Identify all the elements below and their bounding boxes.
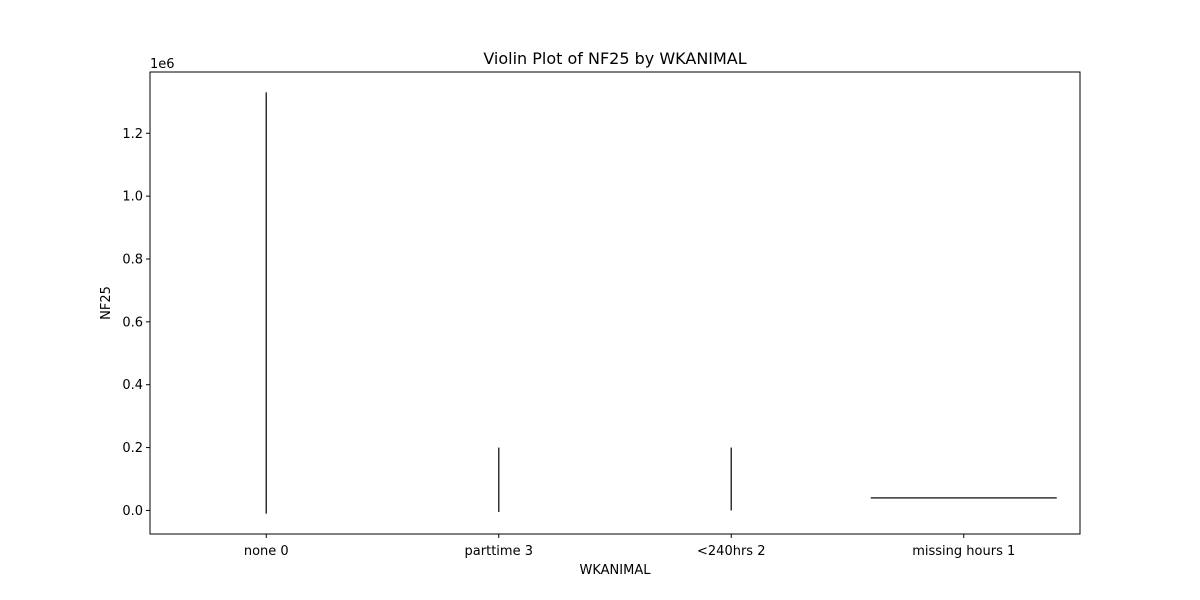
y-tick-label: 0.8 bbox=[122, 253, 143, 268]
x-tick-label: parttime 3 bbox=[465, 544, 533, 559]
chart-title: Violin Plot of NF25 by WKANIMAL bbox=[483, 49, 746, 68]
x-axis-ticks: none 0 parttime 3 <240hrs 2 missing hours 1 bbox=[244, 534, 1015, 559]
plot-area-frame bbox=[149, 71, 1081, 535]
y-tick-label: 0.0 bbox=[122, 504, 143, 519]
violin-marks bbox=[265, 92, 1057, 514]
y-tick-label: 0.2 bbox=[122, 441, 143, 456]
y-axis-offset-text: 1e6 bbox=[150, 57, 175, 72]
y-tick-label: 0.4 bbox=[122, 378, 143, 393]
y-tick-label: 1.0 bbox=[122, 190, 143, 205]
y-axis-ticks: 0.0 0.2 0.4 0.6 0.8 1.0 1.2 bbox=[122, 127, 150, 519]
x-tick-label: none 0 bbox=[244, 544, 289, 559]
y-axis-label: NF25 bbox=[99, 286, 114, 320]
y-tick-label: 1.2 bbox=[122, 127, 143, 142]
x-tick-label: <240hrs 2 bbox=[697, 544, 765, 559]
y-tick-label: 0.6 bbox=[122, 315, 143, 330]
x-axis-label: WKANIMAL bbox=[580, 563, 652, 578]
x-tick-label: missing hours 1 bbox=[912, 544, 1015, 559]
